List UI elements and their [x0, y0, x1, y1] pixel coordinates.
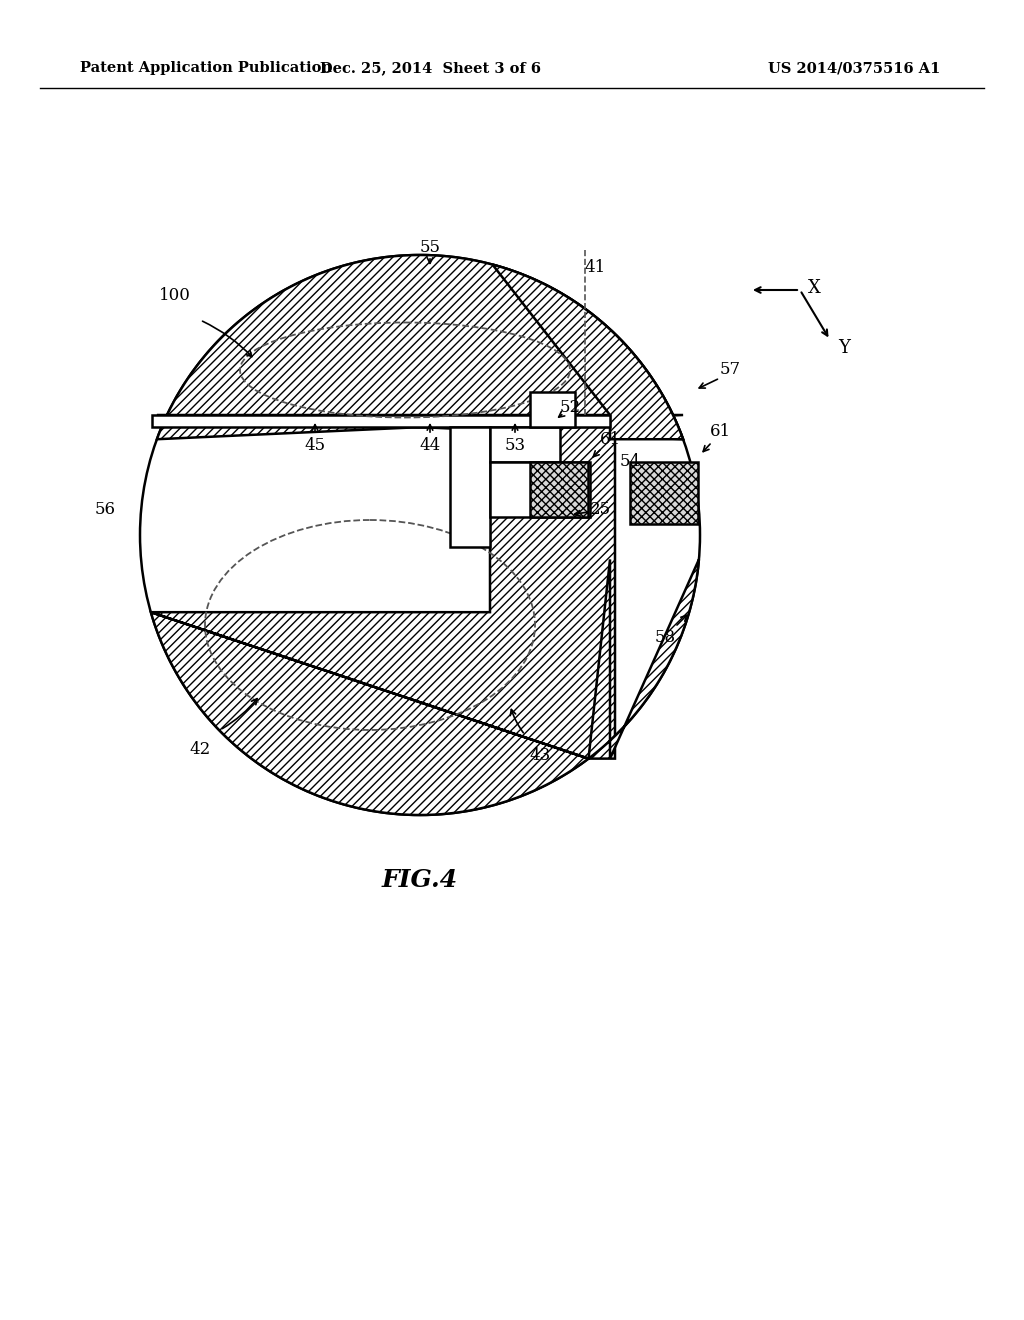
- Text: 41: 41: [585, 260, 605, 276]
- Text: 58: 58: [654, 630, 676, 647]
- Bar: [450, 426, 490, 546]
- Bar: [530, 462, 588, 517]
- Text: 25: 25: [590, 502, 610, 519]
- Bar: [530, 392, 575, 426]
- Bar: [153, 414, 610, 426]
- Text: 43: 43: [529, 747, 551, 763]
- Text: US 2014/0375516 A1: US 2014/0375516 A1: [768, 61, 940, 75]
- Text: 44: 44: [420, 437, 440, 454]
- Text: 61: 61: [599, 432, 621, 449]
- Text: 100: 100: [159, 286, 190, 304]
- Text: Patent Application Publication: Patent Application Publication: [80, 61, 332, 75]
- Text: 55: 55: [420, 239, 440, 256]
- Bar: [490, 462, 590, 517]
- Polygon shape: [493, 264, 683, 440]
- Text: 53: 53: [505, 437, 525, 454]
- Text: Y: Y: [838, 339, 850, 356]
- Polygon shape: [589, 560, 699, 759]
- Text: Dec. 25, 2014  Sheet 3 of 6: Dec. 25, 2014 Sheet 3 of 6: [319, 61, 541, 75]
- Text: 52: 52: [559, 400, 581, 417]
- Text: 57: 57: [720, 362, 740, 379]
- Text: X: X: [808, 279, 821, 297]
- Text: FIG.4: FIG.4: [382, 869, 458, 892]
- Text: 42: 42: [189, 742, 211, 759]
- Polygon shape: [151, 426, 615, 814]
- Text: 56: 56: [94, 502, 116, 519]
- Text: 54: 54: [620, 454, 641, 470]
- Text: 45: 45: [304, 437, 326, 454]
- Bar: [490, 426, 560, 462]
- Polygon shape: [157, 255, 683, 440]
- Text: 61: 61: [710, 424, 730, 441]
- Bar: [630, 462, 698, 524]
